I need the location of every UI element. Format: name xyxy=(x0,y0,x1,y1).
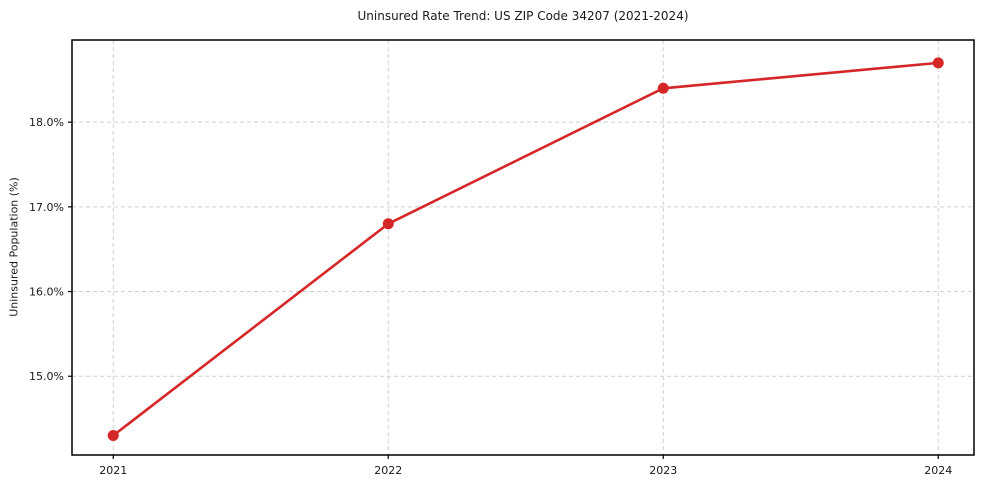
y-tick-label: 17.0% xyxy=(29,201,64,214)
trend-line xyxy=(111,61,940,437)
data-point xyxy=(382,218,394,230)
data-point xyxy=(657,82,669,94)
x-tick-label: 2022 xyxy=(374,464,402,477)
y-tick-label: 18.0% xyxy=(29,116,64,129)
data-point xyxy=(932,57,944,69)
x-tick-label: 2021 xyxy=(99,464,127,477)
plot-border xyxy=(71,39,975,456)
y-tick-label: 16.0% xyxy=(29,286,64,299)
x-tick-label: 2024 xyxy=(924,464,952,477)
y-tick-label: 15.0% xyxy=(29,370,64,383)
chart-title: Uninsured Rate Trend: US ZIP Code 34207 … xyxy=(357,9,689,23)
x-tick-label: 2023 xyxy=(649,464,677,477)
data-point xyxy=(107,430,119,442)
